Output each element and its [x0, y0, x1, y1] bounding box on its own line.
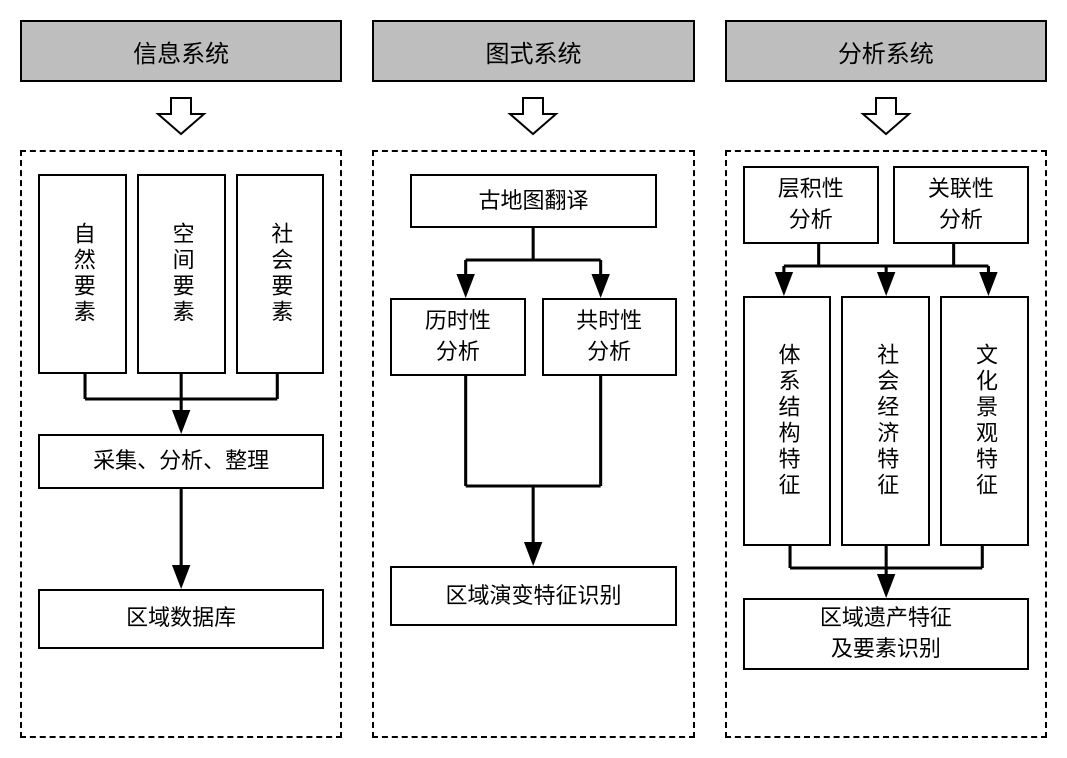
- header-analysis-system: 分析系统: [725, 20, 1047, 82]
- header-info-system: 信息系统: [20, 20, 342, 82]
- node-social-elements: 社会要素: [236, 174, 325, 374]
- node-regional-database: 区域数据库: [38, 589, 324, 649]
- node-stratification-analysis: 层积性 分析: [743, 166, 879, 244]
- connector-2to3: [743, 244, 1029, 296]
- node-regional-evolution: 区域演变特征识别: [390, 566, 676, 626]
- down-arrow-icon: [859, 96, 913, 136]
- top-row: 层积性 分析 关联性 分析: [743, 166, 1029, 244]
- down-arrow-icon: [506, 96, 560, 136]
- header-label: 分析系统: [838, 34, 934, 69]
- node-regional-heritage: 区域遗产特征 及要素识别: [743, 598, 1029, 670]
- mid-row: 体系结构特征 社会经济特征 文化景观特征: [743, 296, 1029, 546]
- column-info-system: 信息系统 自然要素 空间要素 社会要素 采集、分析、整理: [20, 20, 342, 738]
- column-schema-system: 图式系统 古地图翻译 历时性 分析 共时性 分析: [372, 20, 694, 738]
- mid-row: 历时性 分析 共时性 分析: [390, 298, 676, 376]
- container-analysis-system: 层积性 分析 关联性 分析 体系结构特征 社会经济特征 文化景观特征: [725, 150, 1047, 738]
- node-ancient-map-translation: 古地图翻译: [410, 174, 656, 228]
- connector-1to2: [390, 228, 676, 298]
- node-system-structure: 体系结构特征: [743, 296, 832, 546]
- column-analysis-system: 分析系统 层积性 分析 关联性 分析: [725, 20, 1047, 738]
- node-diachronic-analysis: 历时性 分析: [390, 298, 525, 376]
- header-label: 图式系统: [485, 34, 581, 69]
- connector-3to1-bottom: [743, 546, 1029, 598]
- node-synchronic-analysis: 共时性 分析: [542, 298, 677, 376]
- node-natural-elements: 自然要素: [38, 174, 127, 374]
- container-info-system: 自然要素 空间要素 社会要素 采集、分析、整理 区域数据库: [20, 150, 342, 738]
- connector-down: [38, 489, 324, 589]
- node-spatial-elements: 空间要素: [137, 174, 226, 374]
- node-socioeconomic: 社会经济特征: [841, 296, 930, 546]
- header-schema-system: 图式系统: [372, 20, 694, 82]
- container-schema-system: 古地图翻译 历时性 分析 共时性 分析: [372, 150, 694, 738]
- node-cultural-landscape: 文化景观特征: [940, 296, 1029, 546]
- top-row: 自然要素 空间要素 社会要素: [38, 174, 324, 374]
- down-arrow-icon: [154, 96, 208, 136]
- flowchart-diagram: 信息系统 自然要素 空间要素 社会要素 采集、分析、整理: [20, 20, 1047, 738]
- connector-2to1: [390, 376, 676, 566]
- node-correlation-analysis: 关联性 分析: [893, 166, 1029, 244]
- node-collect-analyze: 采集、分析、整理: [38, 434, 324, 489]
- connector-3to1: [38, 374, 324, 434]
- header-label: 信息系统: [133, 34, 229, 69]
